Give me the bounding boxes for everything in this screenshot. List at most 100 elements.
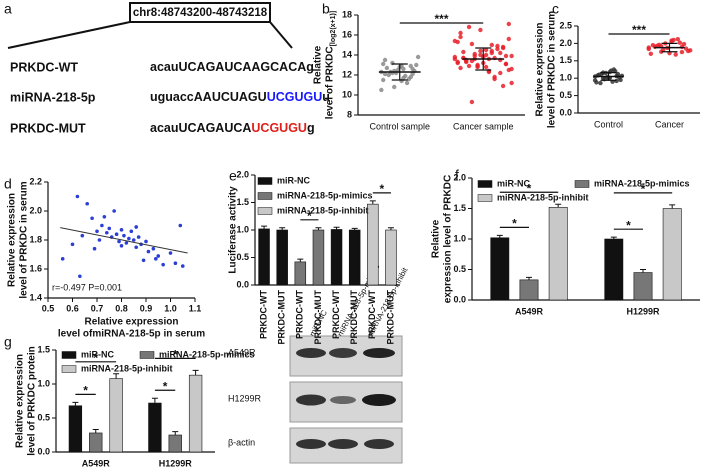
x-tick-label: 0.6: [66, 303, 79, 313]
significance-label: *: [380, 182, 385, 196]
significance-label: ***: [434, 12, 448, 26]
bar: [604, 238, 624, 301]
data-point: [85, 201, 89, 206]
panel-label: a: [4, 1, 12, 17]
data-point: [646, 46, 651, 52]
sequence-segment: acauUCAGAUCAAGCACAg: [150, 60, 314, 74]
significance-label: *: [512, 217, 517, 231]
data-point: [500, 83, 506, 89]
data-point: [401, 75, 406, 81]
bar: [148, 402, 162, 453]
y-axis-label-subscript: [log2(x+1)]: [330, 11, 337, 47]
error-bar: [555, 203, 562, 208]
data-point: [679, 49, 685, 55]
data-point: [506, 36, 512, 42]
data-point: [469, 41, 475, 47]
significance-label: ***: [632, 23, 646, 37]
data-point: [173, 261, 178, 266]
y-tick-label: 10: [342, 89, 352, 99]
legend-label: miRNA-218-5p-mimics: [594, 178, 690, 188]
data-point: [492, 76, 497, 82]
error-bar: [526, 276, 532, 280]
data-point: [102, 215, 107, 219]
data-point: [414, 62, 419, 68]
data-point: [384, 65, 390, 71]
data-point: [180, 264, 185, 268]
y-tick-label: 16: [342, 29, 352, 39]
data-point: [503, 53, 509, 59]
legend-label: miR-NC: [277, 175, 310, 185]
panel-label: b: [322, 1, 330, 17]
data-point: [489, 50, 494, 56]
blot-row-label: β-actin: [228, 437, 255, 447]
data-point: [154, 257, 158, 261]
data-point: [95, 229, 99, 234]
legend-label: miRNA-218-5p-mimics: [159, 349, 255, 359]
y-axis-label: Relative: [431, 219, 442, 258]
data-point: [618, 77, 623, 83]
y-axis-label: level of PRKDC in serum: [19, 181, 30, 298]
data-point: [478, 27, 483, 33]
y-tick-label: 2.0: [29, 205, 42, 215]
x-tick-label: PRKDC-MUT: [277, 290, 287, 345]
y-tick-label: 2.2: [29, 176, 42, 186]
x-tick-label: H1299R: [159, 458, 193, 468]
data-point: [392, 84, 397, 90]
row-label: PRKDC-WT: [10, 60, 78, 74]
bar: [385, 229, 397, 286]
data-point: [458, 30, 463, 36]
error-bar: [387, 227, 394, 230]
blot-row-label: A549R: [228, 347, 256, 357]
y-tick-label: 0.0: [236, 279, 249, 289]
data-point: [404, 80, 410, 86]
significance-label: *: [641, 182, 646, 196]
data-point: [458, 65, 463, 71]
y-tick-label: 1.5: [236, 197, 249, 207]
panel-label: g: [4, 334, 12, 350]
panel-label: f: [455, 167, 459, 183]
data-point: [483, 64, 489, 70]
error-bar: [72, 401, 79, 406]
significance-label: *: [307, 209, 312, 223]
data-point: [60, 257, 65, 261]
bar: [294, 261, 307, 286]
x-axis-label: level ofmiRNA-218-5p in serum: [58, 329, 205, 340]
bar: [490, 237, 510, 301]
bar: [109, 378, 123, 453]
bar: [188, 374, 203, 453]
y-tick-label: 1.0: [559, 73, 572, 83]
x-tick-label: Control sample: [369, 121, 430, 131]
significance-label: *: [83, 384, 88, 398]
y-tick-label: 1.5: [37, 344, 50, 354]
y-tick-label: 1.6: [29, 263, 42, 273]
significance-label: *: [93, 351, 98, 365]
data-point: [379, 87, 384, 93]
legend-swatch: [574, 180, 590, 188]
data-point: [503, 61, 509, 67]
sequence-segment: acauUCAGAUCA: [150, 121, 251, 135]
locus: chr8:48743200-48743218: [133, 7, 268, 19]
data-point: [406, 76, 412, 82]
data-point: [506, 21, 512, 27]
data-point: [614, 78, 619, 84]
x-tick-label: Control: [594, 119, 623, 129]
x-tick-label: PRKDC-MUT: [313, 290, 323, 345]
data-point: [381, 77, 386, 83]
data-point: [134, 245, 138, 250]
error-bar: [333, 226, 340, 230]
error-bar: [192, 369, 199, 376]
data-point: [464, 58, 469, 64]
y-axis-label: Relative expression: [15, 354, 26, 448]
x-tick-label: PRKDC-WT: [367, 290, 377, 339]
x-tick-label: 0.5: [42, 303, 55, 313]
sequence-segment: u: [322, 90, 330, 104]
error-bar: [279, 227, 286, 230]
x-tick-label: Cancer sample: [453, 121, 514, 131]
annotation: r=-0.497 P=0.001: [52, 282, 122, 292]
data-point: [97, 238, 102, 242]
data-point: [119, 244, 124, 248]
significance-label: *: [173, 348, 178, 362]
y-tick-label: 1.8: [29, 234, 42, 244]
legend-label: miRNA-218-5p-inhibit: [497, 192, 589, 202]
